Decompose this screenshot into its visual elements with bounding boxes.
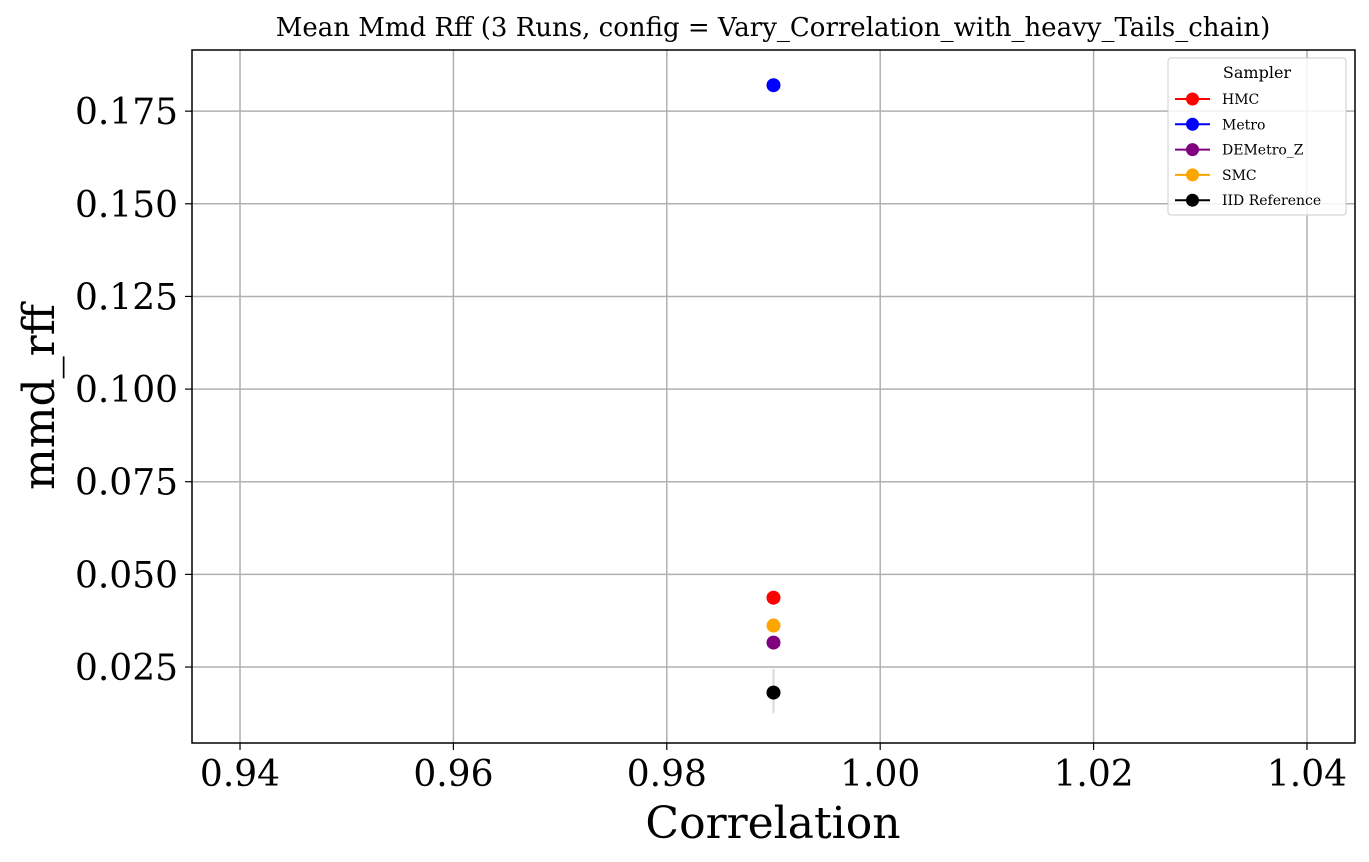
point-metro xyxy=(766,78,781,93)
legend-marker xyxy=(1186,143,1199,157)
x-tick-label: 1.00 xyxy=(840,754,920,795)
x-tick-label: 0.94 xyxy=(200,754,280,795)
y-tick-label: 0.125 xyxy=(75,277,178,318)
legend-item-smc: SMC xyxy=(1175,168,1257,184)
chart-title: Mean Mmd Rff (3 Runs, config = Vary_Corr… xyxy=(276,13,1271,43)
x-tick-label: 1.02 xyxy=(1054,754,1134,795)
x-tick-label: 0.98 xyxy=(627,754,707,795)
legend-item-iid-reference: IID Reference xyxy=(1175,193,1321,209)
y-axis-label: mmd_rff xyxy=(14,301,65,490)
x-axis-label: Correlation xyxy=(645,798,900,849)
point-hmc xyxy=(766,590,781,605)
y-axis-ticks: 0.025 0.050 0.075 0.100 0.125 0.150 0.175 xyxy=(75,92,192,689)
y-tick-label: 0.075 xyxy=(75,463,178,504)
y-tick-label: 0.150 xyxy=(75,185,178,226)
data-points xyxy=(766,78,781,714)
plot-area xyxy=(191,49,1356,744)
y-tick-label: 0.050 xyxy=(75,555,178,596)
legend-item-hmc: HMC xyxy=(1175,92,1259,108)
legend-label: HMC xyxy=(1222,92,1259,108)
legend-label: IID Reference xyxy=(1222,193,1321,209)
x-axis-ticks: 0.94 0.96 0.98 1.00 1.02 1.04 xyxy=(200,743,1347,795)
legend-label: Metro xyxy=(1222,117,1265,133)
point-demetro-z xyxy=(766,635,781,650)
legend-item-demetro-z: DEMetro_Z xyxy=(1175,143,1304,159)
x-tick-label: 0.96 xyxy=(413,754,493,795)
legend-marker xyxy=(1186,193,1199,207)
y-tick-label: 0.025 xyxy=(75,648,178,689)
legend-label: DEMetro_Z xyxy=(1222,143,1304,159)
legend-label: SMC xyxy=(1222,168,1257,184)
y-tick-label: 0.175 xyxy=(75,92,178,133)
legend-marker xyxy=(1186,168,1199,182)
x-tick-label: 1.04 xyxy=(1267,754,1347,795)
legend-box xyxy=(1167,57,1347,216)
point-smc xyxy=(766,618,781,633)
legend-marker xyxy=(1186,117,1199,131)
legend-title: Sampler xyxy=(1223,63,1292,82)
legend-items: HMC Metro DEMetro_Z SMC IID Reference xyxy=(1175,92,1321,209)
legend-marker xyxy=(1186,92,1199,106)
point-iid-reference xyxy=(766,685,781,700)
y-tick-label: 0.100 xyxy=(75,370,178,411)
legend-item-metro: Metro xyxy=(1175,117,1265,133)
legend: Sampler HMC Metro DEMetro_Z SMC IID Referenc… xyxy=(1167,57,1347,216)
